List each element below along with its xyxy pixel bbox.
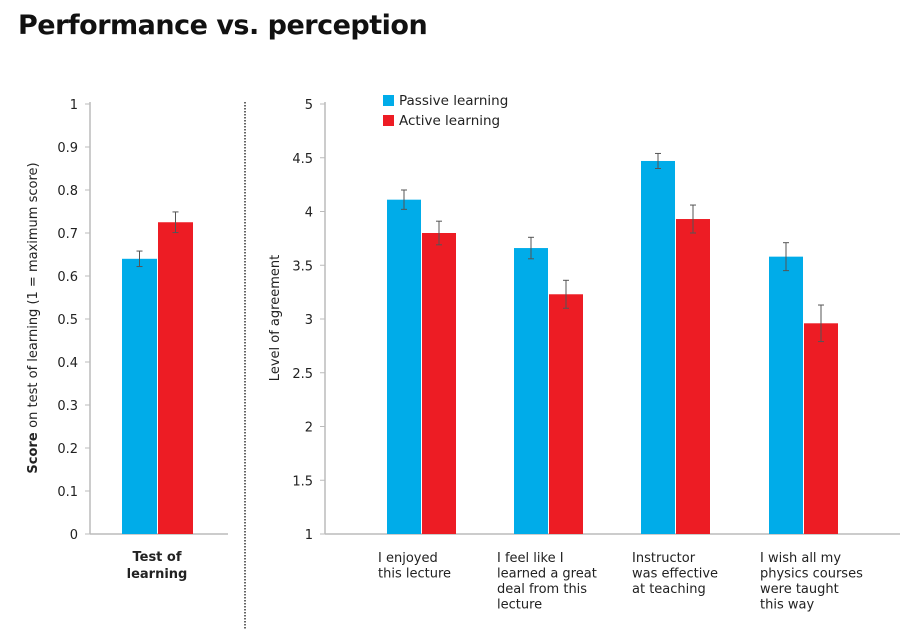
bar-passive	[769, 256, 803, 534]
category-label: I enjoyed	[378, 551, 438, 566]
y-tick-label: 0.9	[57, 141, 78, 156]
y-tick-label: 4.5	[292, 152, 313, 167]
y-tick-label: 0	[70, 528, 78, 543]
category-label: I wish all my	[760, 551, 841, 566]
y-tick-label: 0.5	[57, 313, 78, 328]
y-axis-label: Level of agreement	[268, 255, 283, 381]
bar-passive	[387, 199, 421, 535]
category-label: lecture	[497, 598, 542, 613]
bar-active	[158, 222, 193, 534]
y-tick-label: 0.1	[57, 485, 78, 500]
legend-swatch	[383, 95, 394, 106]
page-title: Performance vs. perception	[18, 10, 428, 41]
y-tick-label: 0.3	[57, 399, 78, 414]
y-tick-label: 0.2	[57, 442, 78, 457]
category-label: Instructor	[632, 551, 696, 566]
legend-label: Active learning	[399, 113, 500, 129]
category-label: this lecture	[378, 567, 451, 582]
bar-active	[804, 323, 838, 534]
category-label: I feel like I	[497, 551, 564, 566]
bar-active	[676, 219, 710, 534]
y-tick-label: 0.8	[57, 184, 78, 199]
category-label: deal from this	[497, 582, 587, 597]
bar-passive	[122, 258, 157, 534]
legend-label: Passive learning	[399, 93, 508, 109]
y-tick-label: 1	[70, 98, 78, 113]
category-label: physics courses	[760, 567, 863, 582]
category-label: were taught	[760, 582, 839, 597]
category-label: at teaching	[632, 582, 706, 597]
y-tick-label: 2	[305, 421, 313, 436]
y-axis-label-rest: on test of learning (1 = maximum score)	[26, 162, 41, 427]
category-label: was effective	[632, 567, 718, 582]
y-tick-label: 0.4	[57, 356, 78, 371]
y-tick-label: 3	[305, 313, 313, 328]
y-axis-label: Score on test of learning (1 = maximum s…	[26, 162, 41, 473]
y-tick-label: 1	[305, 528, 313, 543]
bar-passive	[641, 160, 675, 534]
legend-swatch	[383, 115, 394, 126]
category-label: learned a great	[497, 567, 597, 582]
y-tick-label: 3.5	[292, 259, 313, 274]
y-axis-label-bold: Score	[26, 428, 41, 474]
y-tick-label: 0.7	[57, 227, 78, 242]
y-tick-label: 2.5	[292, 367, 313, 382]
bar-passive	[514, 248, 548, 535]
category-label: Test of	[132, 550, 181, 565]
y-tick-label: 4	[305, 206, 313, 221]
bar-active	[422, 233, 456, 534]
y-tick-label: 5	[305, 98, 313, 113]
y-tick-label: 0.6	[57, 270, 78, 285]
category-label: this way	[760, 598, 814, 613]
category-label: learning	[127, 567, 188, 582]
bar-active	[549, 294, 583, 534]
y-tick-label: 1.5	[292, 474, 313, 489]
